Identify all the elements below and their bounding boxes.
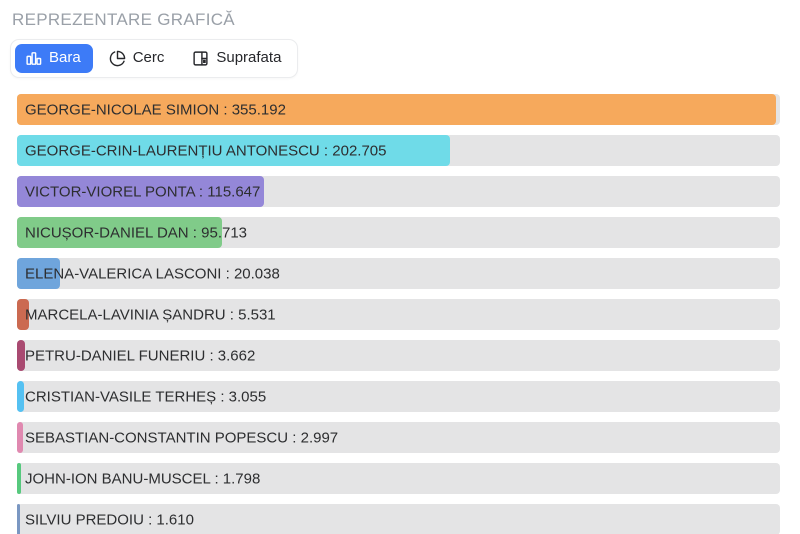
bar-row: GEORGE-CRIN-LAURENȚIU ANTONESCU : 202.70… — [17, 135, 780, 166]
bar-label: JOHN-ION BANU-MUSCEL : 1.798 — [25, 470, 261, 487]
bar-fill — [17, 381, 24, 412]
bar-fill — [17, 340, 25, 371]
bar-fill — [17, 463, 21, 494]
page-title: REPREZENTARE GRAFICĂ — [12, 10, 235, 29]
bar-track: SILVIU PREDOIU : 1.610 — [17, 504, 780, 534]
bar-row: CRISTIAN-VASILE TERHEȘ : 3.055 — [17, 381, 780, 412]
treemap-icon — [192, 50, 209, 67]
bar-fill — [17, 94, 777, 125]
bar-row: VICTOR-VIOREL PONTA : 115.647 — [17, 176, 780, 207]
bar-track: PETRU-DANIEL FUNERIU : 3.662 — [17, 340, 780, 371]
bar-chart-icon — [25, 50, 42, 67]
bar-fill — [17, 504, 21, 534]
bar-label: VICTOR-VIOREL PONTA : 115.647 — [25, 183, 261, 200]
bar-label: GEORGE-CRIN-LAURENȚIU ANTONESCU : 202.70… — [25, 142, 387, 159]
bar-track: SEBASTIAN-CONSTANTIN POPESCU : 2.997 — [17, 422, 780, 453]
bar-track: JOHN-ION BANU-MUSCEL : 1.798 — [17, 463, 780, 494]
bar-row: JOHN-ION BANU-MUSCEL : 1.798 — [17, 463, 780, 494]
bar-track: MARCELA-LAVINIA ȘANDRU : 5.531 — [17, 299, 780, 330]
bar-fill — [17, 176, 265, 207]
bar-track: CRISTIAN-VASILE TERHEȘ : 3.055 — [17, 381, 780, 412]
bar-row: ELENA-VALERICA LASCONI : 20.038 — [17, 258, 780, 289]
bar-label: ELENA-VALERICA LASCONI : 20.038 — [25, 265, 280, 282]
bar-label: SILVIU PREDOIU : 1.610 — [25, 511, 194, 528]
bar-label: GEORGE-NICOLAE SIMION : 355.192 — [25, 101, 286, 118]
bar-fill — [17, 217, 222, 248]
tab-suprafata[interactable]: Suprafata — [182, 44, 293, 73]
bar-row: SEBASTIAN-CONSTANTIN POPESCU : 2.997 — [17, 422, 780, 453]
bar-track: GEORGE-NICOLAE SIMION : 355.192 — [17, 94, 780, 125]
chart-type-toolbar: Bara Cerc Suprafata — [10, 39, 299, 78]
bar-track: ELENA-VALERICA LASCONI : 20.038 — [17, 258, 780, 289]
bar-fill — [17, 299, 29, 330]
bar-row: SILVIU PREDOIU : 1.610 — [17, 504, 780, 534]
bar-chart: GEORGE-NICOLAE SIMION : 355.192 GEORGE-C… — [10, 93, 790, 534]
bar-track: GEORGE-CRIN-LAURENȚIU ANTONESCU : 202.70… — [17, 135, 780, 166]
bar-row: NICUȘOR-DANIEL DAN : 95.713 — [17, 217, 780, 248]
pie-chart-icon — [109, 50, 126, 67]
tab-bara[interactable]: Bara — [15, 44, 93, 73]
tab-cerc[interactable]: Cerc — [99, 44, 177, 73]
bar-fill — [17, 135, 451, 166]
bar-track: NICUȘOR-DANIEL DAN : 95.713 — [17, 217, 780, 248]
tab-label: Bara — [49, 49, 81, 66]
bar-row: GEORGE-NICOLAE SIMION : 355.192 — [17, 94, 780, 125]
bar-label: PETRU-DANIEL FUNERIU : 3.662 — [25, 347, 256, 364]
tab-label: Cerc — [132, 49, 165, 66]
bar-label: CRISTIAN-VASILE TERHEȘ : 3.055 — [25, 388, 267, 405]
bar-fill — [17, 258, 60, 289]
bar-label: MARCELA-LAVINIA ȘANDRU : 5.531 — [25, 306, 276, 323]
bar-row: MARCELA-LAVINIA ȘANDRU : 5.531 — [17, 299, 780, 330]
bar-label: NICUȘOR-DANIEL DAN : 95.713 — [25, 224, 248, 241]
bar-row: PETRU-DANIEL FUNERIU : 3.662 — [17, 340, 780, 371]
tab-label: Suprafata — [216, 49, 282, 66]
bar-track: VICTOR-VIOREL PONTA : 115.647 — [17, 176, 780, 207]
bar-fill — [17, 422, 24, 453]
bar-label: SEBASTIAN-CONSTANTIN POPESCU : 2.997 — [25, 429, 339, 446]
